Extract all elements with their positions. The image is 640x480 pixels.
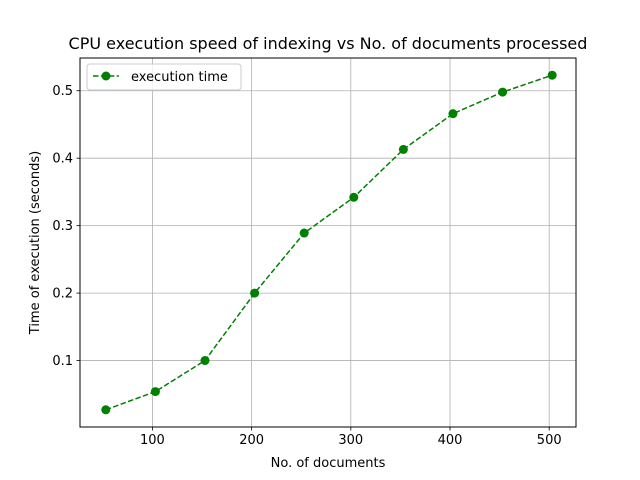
x-tick-label: 500 [537,433,562,448]
x-tick-label: 300 [338,433,363,448]
x-tick-label: 400 [438,433,463,448]
y-tick-label: 0.3 [52,219,73,234]
x-tick-label: 100 [140,433,165,448]
data-point [547,70,557,80]
data-point [448,109,458,119]
data-point [349,192,359,202]
data-point [200,356,210,366]
y-tick-label: 0.4 [52,152,73,167]
data-point [398,144,408,154]
grid [80,58,576,427]
y-tick-label: 0.5 [52,84,73,99]
x-tick-label: 200 [239,433,264,448]
data-point [299,228,309,238]
plot-area-frame [79,57,577,428]
y-tick-label: 0.2 [52,287,73,302]
y-axis-ticks: 0.1 0.2 0.3 0.4 0.5 [52,84,80,369]
x-axis-label: No. of documents [271,456,386,471]
series-line-execution-time [105,74,553,411]
legend-marker-sample [101,71,111,81]
data-point [150,387,160,397]
legend: execution time [86,63,242,91]
x-axis-ticks: 100 200 300 400 500 [140,427,562,448]
data-point [498,87,508,97]
data-point [250,288,260,298]
y-axis-label: Time of execution (seconds) [28,151,43,335]
legend-label-execution-time: execution time [131,70,228,85]
series-layer [101,70,557,415]
data-point [101,405,111,415]
chart-title: CPU execution speed of indexing vs No. o… [69,34,588,53]
y-tick-label: 0.1 [52,354,73,369]
legend-box [86,63,242,91]
